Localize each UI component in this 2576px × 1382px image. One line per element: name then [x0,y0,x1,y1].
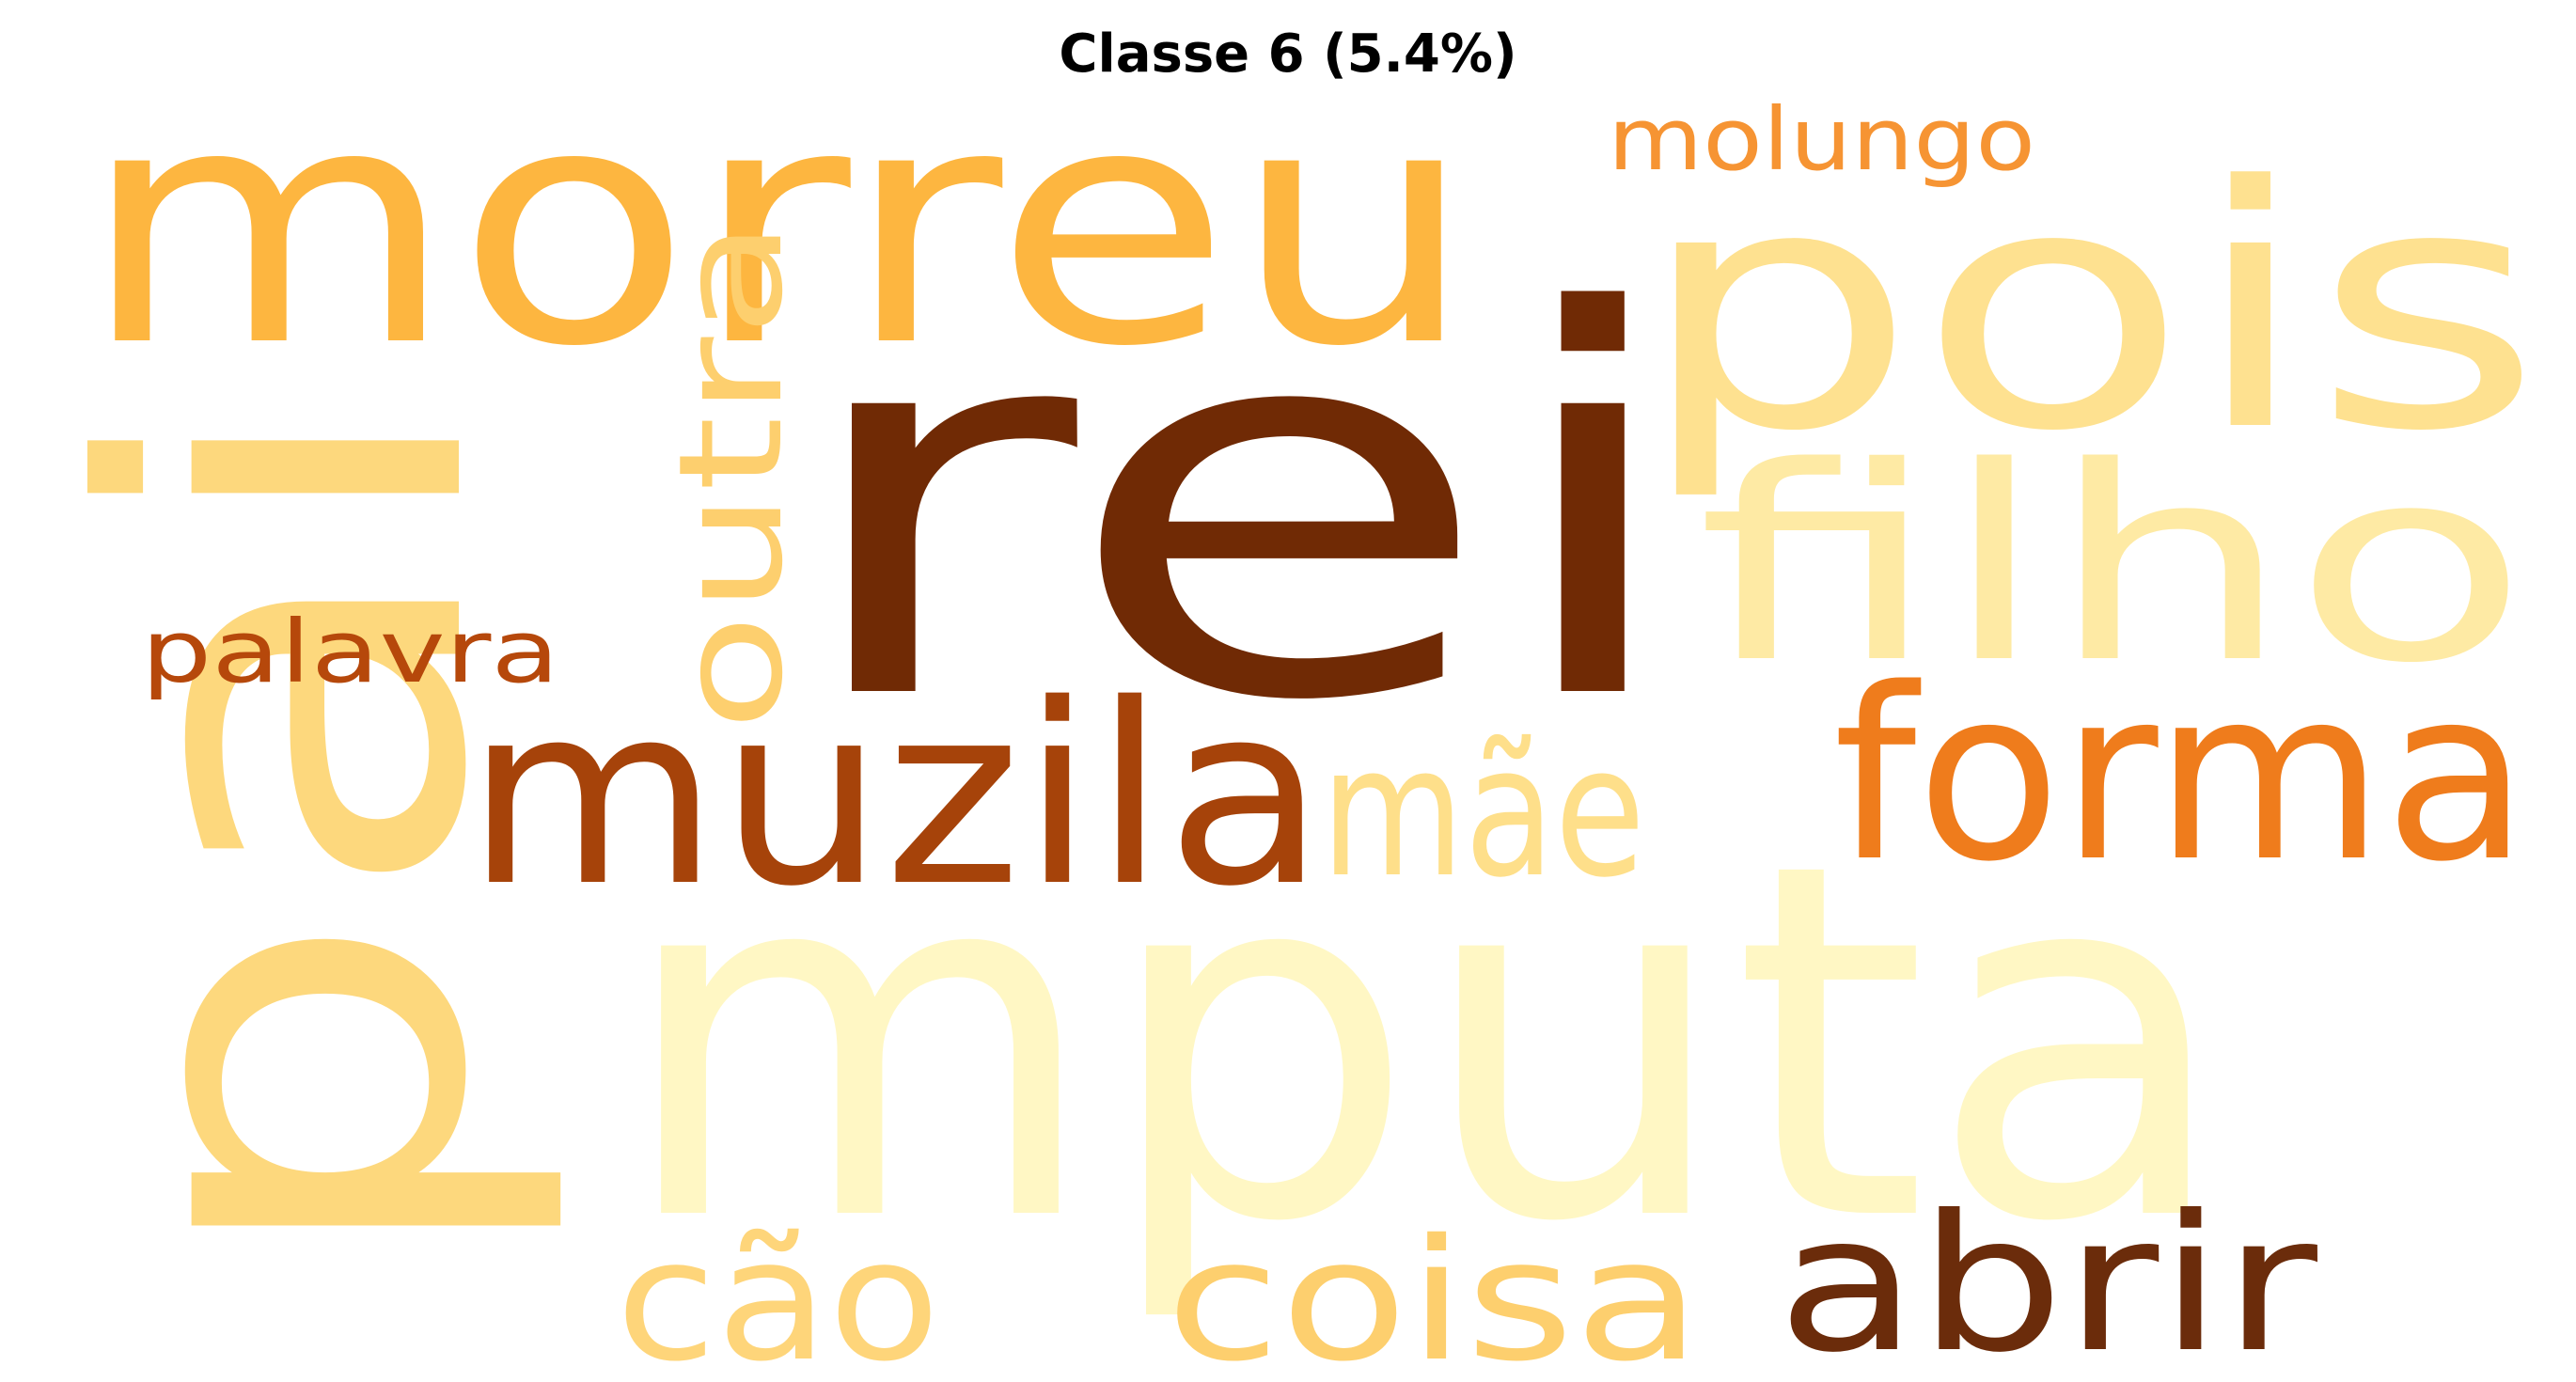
word-molungo: molungo [1608,89,2035,190]
word-forma: forma [1833,638,2529,914]
word-morreu: morreu [80,35,1476,418]
word-mputa: mputa [616,759,2233,1328]
word-cao: cão [616,1203,940,1382]
word-abrir: abrir [1777,1175,2318,1382]
word-mae: mãe [1321,708,1645,918]
word-pois: pois [1636,115,2543,504]
word-muzila: muzila [465,652,1326,941]
word-outra: outra [648,219,814,731]
word-coisa: coisa [1166,1203,1702,1382]
word-pai: pai [5,385,574,1279]
word-rei: rei [788,203,1690,816]
word-palavra: palavra [141,602,559,702]
word-filho: filho [1697,410,2529,722]
chart-title: Classe 6 (5.4%) [1059,24,1517,85]
